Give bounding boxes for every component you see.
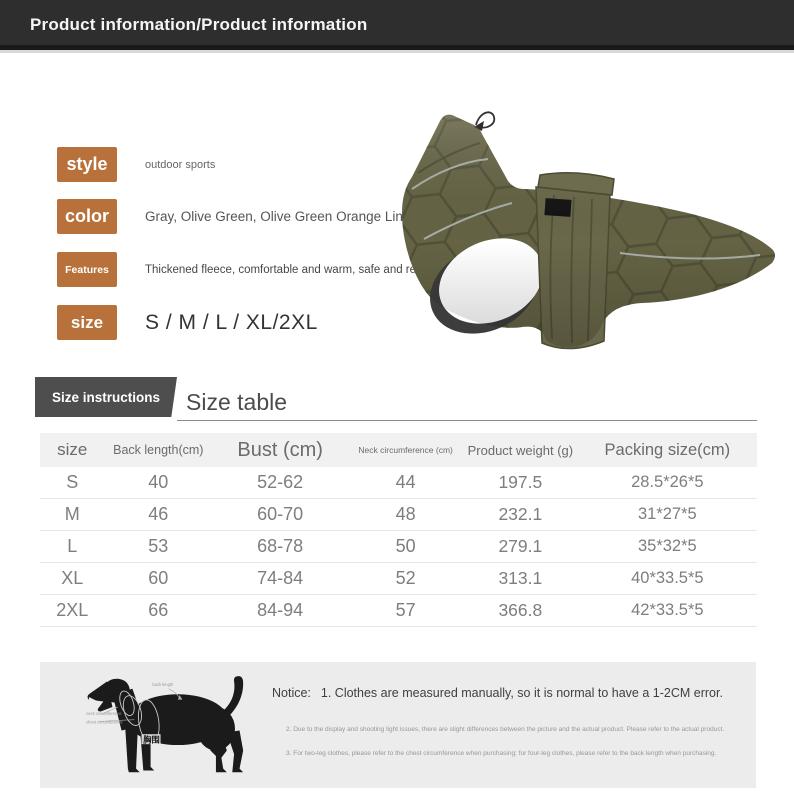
col-header-packing: Packing size(cm) (604, 440, 731, 459)
back-length-label: back length (152, 682, 173, 687)
col-header-bust: Bust (cm) (237, 438, 323, 461)
neck-label: neck circumference (86, 711, 122, 716)
cell: XL (61, 568, 84, 588)
cell: 2XL (56, 600, 89, 620)
cell: 197.5 (498, 472, 543, 492)
table-row-2xl: 2XL 66 84-94 57 366.8 42*33.5*5 (40, 595, 757, 627)
cell: 66 (148, 600, 169, 620)
attribute-row-style: style outdoor sports (57, 147, 215, 182)
cell: 52-62 (257, 472, 304, 492)
cell: 28.5*26*5 (631, 473, 704, 491)
chest-label: chest circumference (86, 719, 123, 724)
features-value: Thickened fleece, comfortable and warm, … (145, 263, 452, 276)
style-label-button: style (57, 147, 117, 182)
size-table: size Back length(cm) Bust (cm) Neck circ… (40, 433, 757, 627)
table-row-l: L 53 68-78 50 279.1 35*32*5 (40, 531, 757, 563)
measurement-rings (119, 690, 160, 744)
notice-panel: back length neck circumference chest cir… (40, 662, 756, 788)
cell: 40 (148, 472, 169, 492)
color-label-button: color (57, 199, 117, 234)
dog-measurement-diagram: back length neck circumference chest cir… (86, 676, 244, 773)
style-value: outdoor sports (145, 158, 216, 171)
product-image-jacket (402, 111, 775, 350)
size-value: S / M / L / XL/2XL (145, 310, 318, 334)
cell: 52 (395, 568, 416, 588)
cell: 48 (395, 504, 416, 524)
heading-divider (177, 420, 757, 421)
chest-cn-label: 胸围 (143, 734, 159, 744)
col-header-back: Back length(cm) (113, 443, 204, 457)
table-row-xl: XL 60 74-84 52 313.1 40*33.5*5 (40, 563, 757, 595)
col-header-neck: Neck circumference (cm) (358, 445, 453, 455)
cell: 46 (148, 504, 169, 524)
notice-line-2: 2. Due to the display and shooting light… (286, 726, 725, 733)
col-header-weight: Product weight (g) (467, 442, 574, 458)
cell: 232.1 (498, 504, 543, 524)
col-header-size: size (57, 440, 88, 459)
size-instructions-label: Size instructions (51, 389, 161, 405)
cell: 366.8 (498, 600, 543, 620)
cell: 57 (395, 600, 416, 620)
hanging-loop (475, 111, 496, 129)
size-instructions-tab: Size instructions (35, 377, 177, 417)
dog-mouth-notch (88, 696, 102, 708)
cell: M (64, 504, 80, 524)
table-row-s: S 40 52-62 44 197.5 28.5*26*5 (40, 467, 757, 499)
table-header-row: size Back length(cm) Bust (cm) Neck circ… (40, 433, 757, 467)
attribute-row-color: color Gray, Olive Green, Olive Green Ora… (57, 199, 410, 234)
attribute-row-size: size S / M / L / XL/2XL (57, 305, 318, 340)
cell: 42*33.5*5 (631, 601, 704, 619)
cell: 31*27*5 (637, 505, 697, 523)
size-table-heading: Size table (186, 389, 288, 415)
notice-line-1: 1. Clothes are measured manually, so it … (320, 686, 723, 700)
cell: 68-78 (257, 536, 304, 556)
cell: 40*33.5*5 (631, 569, 704, 587)
cell: S (66, 472, 79, 492)
cell: 35*32*5 (637, 537, 697, 555)
cell: 53 (148, 536, 169, 556)
cell: 60 (148, 568, 169, 588)
notice-heading: Notice: (272, 686, 311, 700)
cell: 60-70 (257, 504, 304, 524)
jacket-silhouette (402, 111, 775, 350)
attribute-row-features: Features Thickened fleece, comfortable a… (57, 252, 452, 287)
cell: 50 (395, 536, 416, 556)
cell: 313.1 (498, 568, 543, 588)
features-label-button: Features (57, 252, 117, 287)
notice-text-block: Notice: 1. Clothes are measured manually,… (272, 686, 742, 757)
cell: L (67, 536, 78, 556)
size-label-button: size (57, 305, 117, 340)
cell: 84-94 (257, 600, 304, 620)
color-value: Gray, Olive Green, Olive Green Orange Li… (145, 209, 411, 224)
cell: 44 (395, 472, 416, 492)
cell: 279.1 (498, 536, 543, 556)
notice-line-3: 3. For two-leg clothes, please refer to … (286, 750, 717, 757)
cell: 74-84 (257, 568, 304, 588)
title-bar: Product information/Product information (0, 0, 794, 50)
table-row-m: M 46 60-70 48 232.1 31*27*5 (40, 499, 757, 531)
page-title: Product information/Product information (30, 15, 368, 34)
